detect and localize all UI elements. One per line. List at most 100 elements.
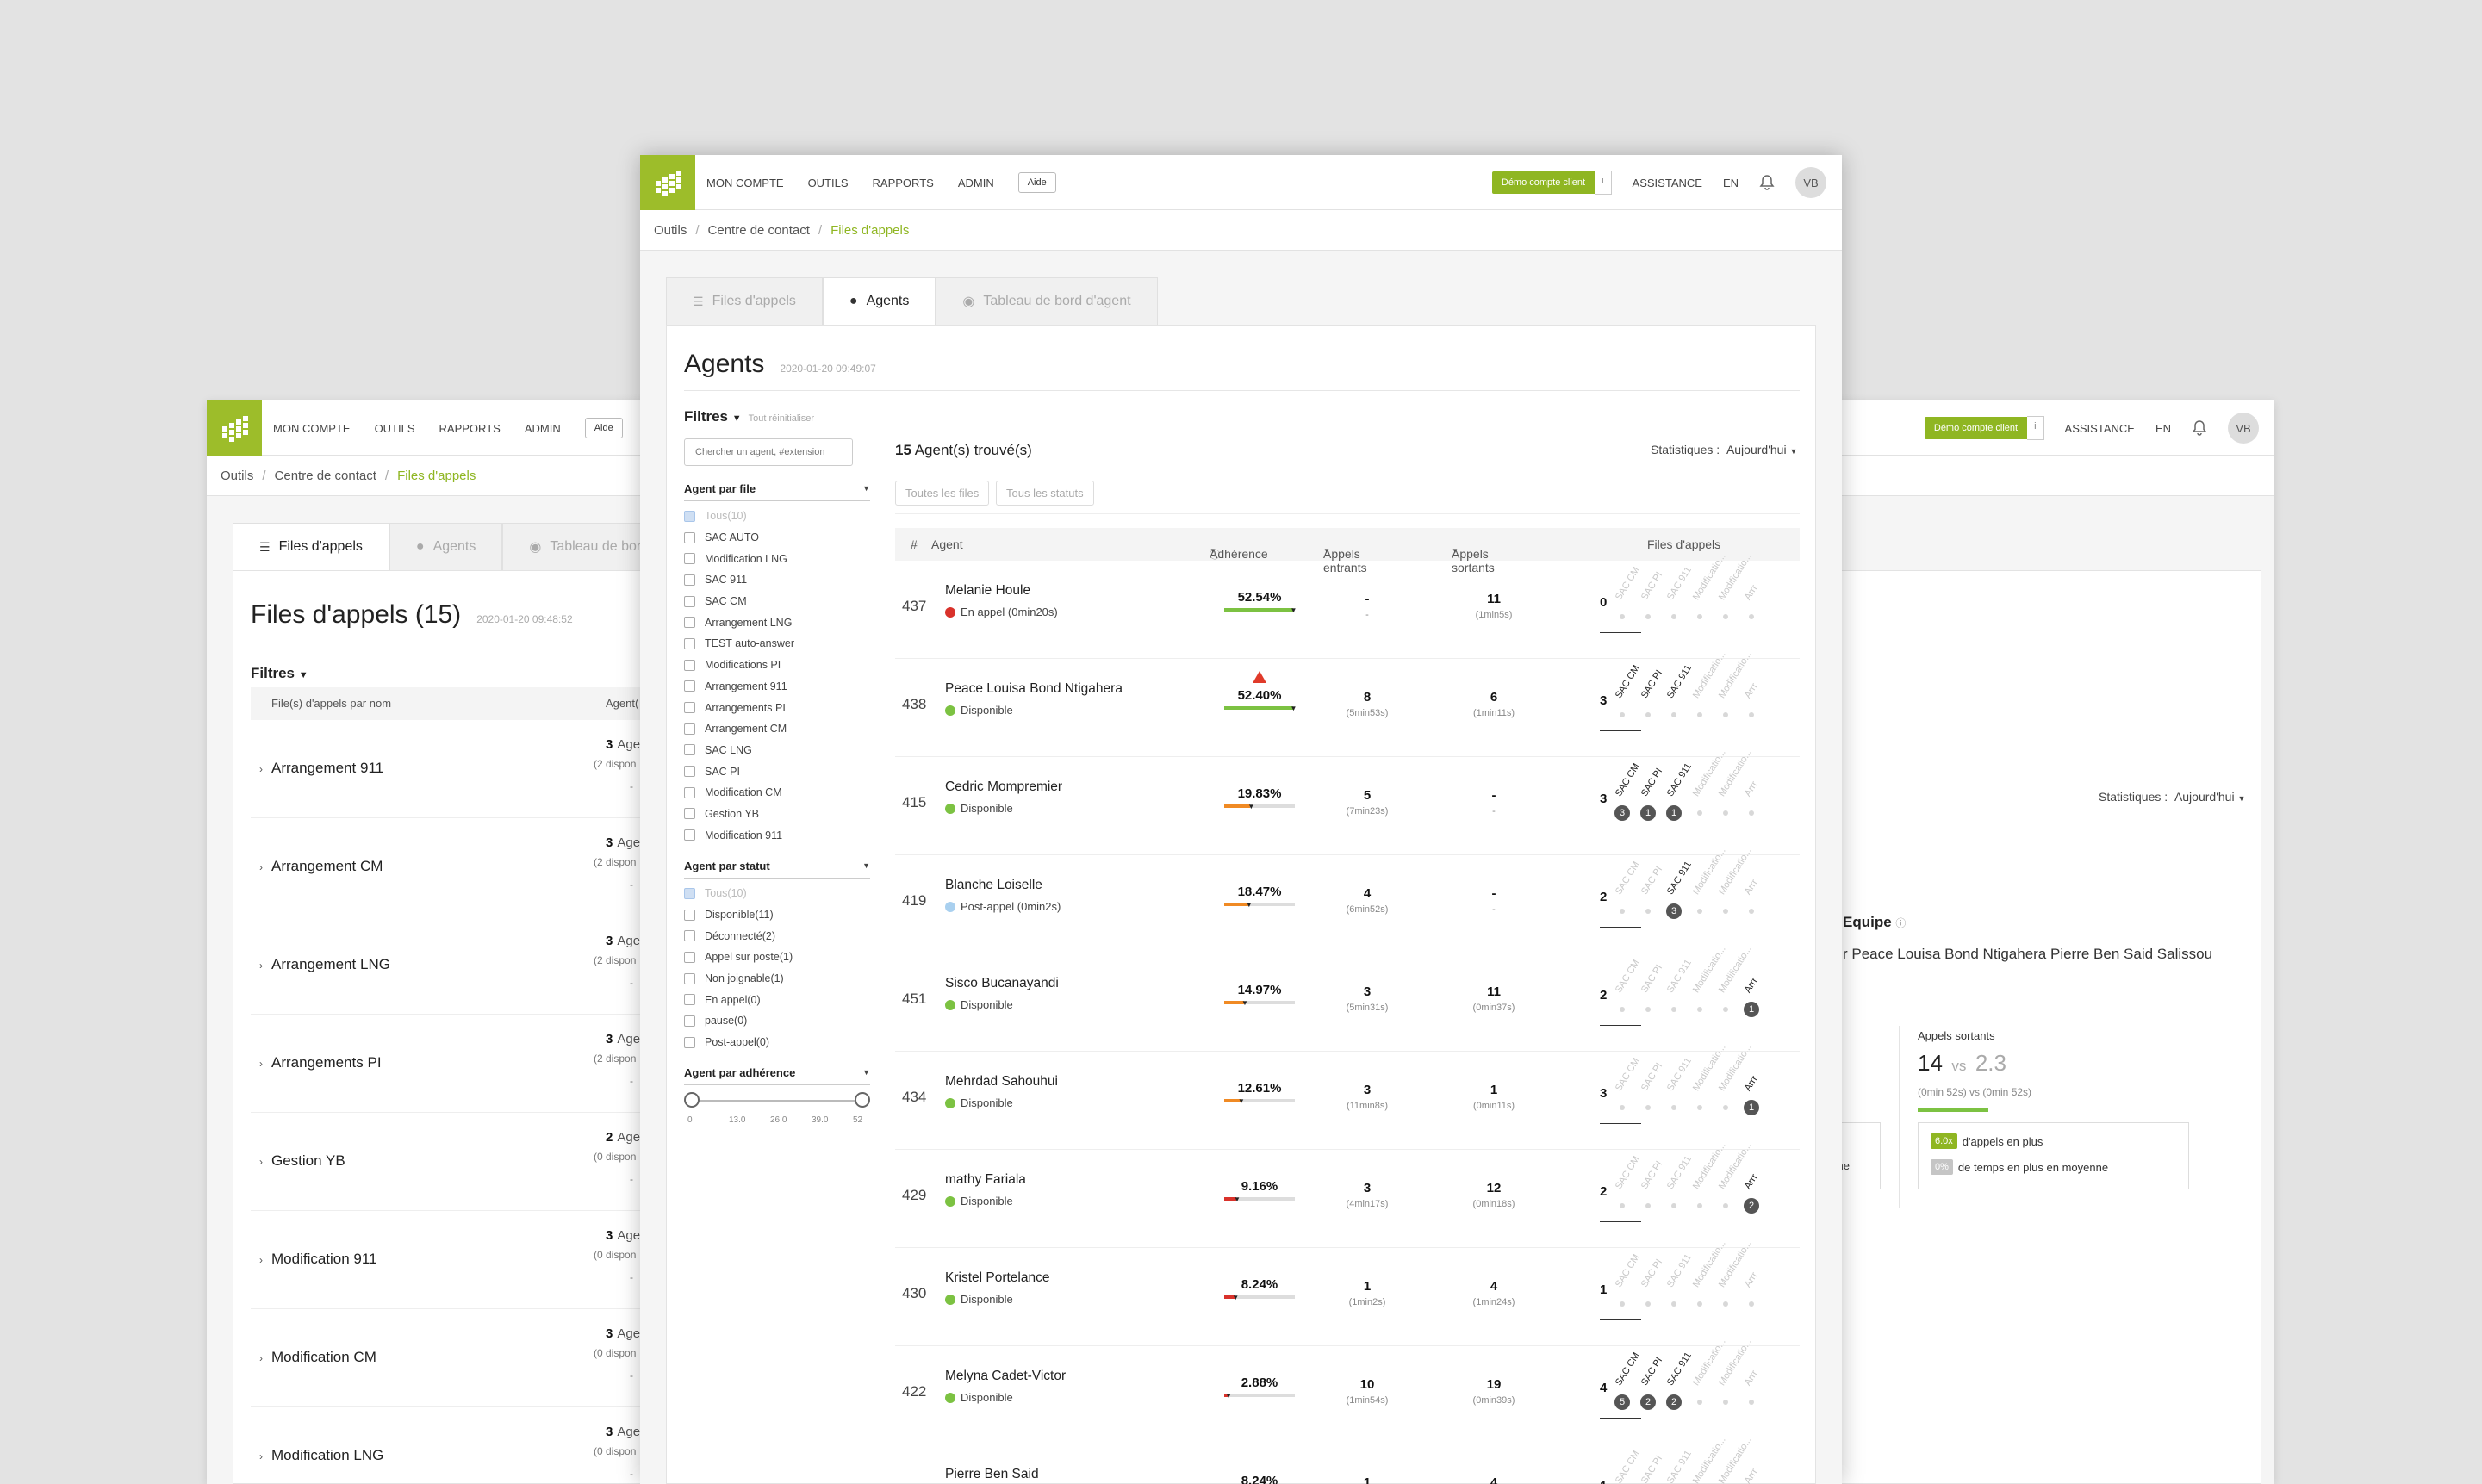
checkbox[interactable] bbox=[684, 531, 695, 543]
breadcrumb-outils[interactable]: Outils bbox=[654, 222, 687, 238]
checkbox[interactable] bbox=[684, 972, 695, 984]
filter-file-option[interactable]: SAC PI bbox=[684, 761, 870, 782]
language-switch[interactable]: EN bbox=[2155, 421, 2171, 435]
breadcrumb-centre[interactable]: Centre de contact bbox=[707, 222, 810, 238]
agent-row[interactable]: 430 Kristel Portelance Disponible 8.24% ▼ 1 (1… bbox=[895, 1239, 1800, 1346]
filter-status-option[interactable]: Tous(10) bbox=[684, 883, 870, 904]
queue-row[interactable]: › Arrangement 911 3 Age (2 dispon - bbox=[251, 720, 656, 818]
filter-file-option[interactable]: SAC CM bbox=[684, 591, 870, 612]
checkbox[interactable] bbox=[684, 766, 695, 778]
filter-status-option[interactable]: Disponible(11) bbox=[684, 904, 870, 926]
queue-row[interactable]: › Arrangement CM 3 Age (2 dispon - bbox=[251, 818, 656, 916]
chevron-right-icon[interactable]: › bbox=[259, 1156, 263, 1168]
filter-status-option[interactable]: Déconnecté(2) bbox=[684, 925, 870, 947]
nav-outils[interactable]: OUTILS bbox=[807, 176, 849, 189]
agent-name[interactable]: Blanche Loiselle bbox=[945, 878, 1042, 892]
filter-file-option[interactable]: SAC AUTO bbox=[684, 527, 870, 549]
nav-admin[interactable]: ADMIN bbox=[524, 421, 561, 435]
queue-row[interactable]: › Gestion YB 2 Age (0 dispon - bbox=[251, 1113, 656, 1211]
tab-agents[interactable]: ● Agents bbox=[822, 277, 936, 326]
checkbox[interactable] bbox=[684, 930, 695, 942]
checkbox[interactable] bbox=[684, 659, 695, 671]
checkbox[interactable] bbox=[684, 951, 695, 963]
tab-files[interactable]: ☰ Files d'appels bbox=[233, 523, 389, 571]
slider-max-handle[interactable] bbox=[855, 1092, 870, 1108]
checkbox[interactable] bbox=[684, 887, 695, 899]
filter-file-option[interactable]: Modification 911 bbox=[684, 824, 870, 846]
chevron-right-icon[interactable]: › bbox=[259, 763, 263, 775]
nav-admin[interactable]: ADMIN bbox=[957, 176, 994, 189]
checkbox[interactable] bbox=[684, 786, 695, 798]
filter-file-option[interactable]: Arrangement 911 bbox=[684, 676, 870, 698]
chevron-right-icon[interactable]: › bbox=[259, 1058, 263, 1070]
queue-row[interactable]: › Modification 911 3 Age (0 dispon - bbox=[251, 1211, 656, 1309]
stats-selector[interactable]: Statistiques : Aujourd'hui ▼ bbox=[1651, 443, 1797, 456]
reset-all-link[interactable]: Tout réinitialiser bbox=[748, 413, 815, 424]
filter-file-option[interactable]: Arrangement CM bbox=[684, 718, 870, 740]
aide-button[interactable]: Aide bbox=[1017, 172, 1056, 193]
chevron-right-icon[interactable]: › bbox=[259, 959, 263, 972]
agent-name[interactable]: Sisco Bucanayandi bbox=[945, 976, 1059, 990]
checkbox[interactable] bbox=[684, 909, 695, 921]
agent-name[interactable]: Kristel Portelance bbox=[945, 1270, 1050, 1285]
nav-rapports[interactable]: RAPPORTS bbox=[872, 176, 934, 189]
agent-name[interactable]: Pierre Ben Said bbox=[945, 1467, 1039, 1481]
info-icon[interactable]: i bbox=[1595, 171, 1612, 195]
checkbox[interactable] bbox=[684, 510, 695, 522]
breadcrumb-outils[interactable]: Outils bbox=[221, 468, 254, 483]
filters-toggle[interactable]: Filtres ▼ Tout réinitialiser bbox=[684, 408, 814, 425]
checkbox[interactable] bbox=[684, 617, 695, 629]
slider-min-handle[interactable] bbox=[684, 1092, 700, 1108]
checkbox[interactable] bbox=[684, 744, 695, 756]
agent-name[interactable]: Peace Louisa Bond Ntigahera bbox=[945, 681, 1123, 696]
demo-account-button[interactable]: Démo compte client i bbox=[1924, 416, 2044, 440]
filter-pill-status[interactable]: Tous les statuts bbox=[996, 481, 1094, 506]
checkbox[interactable] bbox=[684, 994, 695, 1006]
agent-row[interactable]: 419 Blanche Loiselle Post-appel (0min2s) 18… bbox=[895, 846, 1800, 953]
breadcrumb-centre[interactable]: Centre de contact bbox=[274, 468, 376, 483]
agent-name[interactable]: Mehrdad Sahouhui bbox=[945, 1074, 1058, 1089]
chevron-right-icon[interactable]: › bbox=[259, 861, 263, 873]
filter-pill-files[interactable]: Toutes les files bbox=[895, 481, 990, 506]
agent-row[interactable]: 451 Sisco Bucanayandi Disponible 14.97% ▼ 3 (5… bbox=[895, 944, 1800, 1052]
filter-adh-title[interactable]: Agent par adhérence ▼ bbox=[684, 1066, 870, 1085]
app-logo[interactable] bbox=[207, 400, 262, 456]
chevron-right-icon[interactable]: › bbox=[259, 1450, 263, 1462]
checkbox[interactable] bbox=[684, 1015, 695, 1027]
filter-file-option[interactable]: SAC 911 bbox=[684, 569, 870, 591]
filter-file-option[interactable]: Modification CM bbox=[684, 782, 870, 804]
filter-file-option[interactable]: Gestion YB bbox=[684, 804, 870, 825]
adherence-range-slider[interactable]: 0 13.0 26.0 39.0 52 bbox=[684, 1092, 870, 1127]
app-logo[interactable] bbox=[640, 155, 695, 210]
avatar[interactable]: VB bbox=[1795, 167, 1826, 198]
language-switch[interactable]: EN bbox=[1722, 176, 1739, 189]
queue-row[interactable]: › Modification LNG 3 Age (0 dispon - bbox=[251, 1407, 656, 1484]
checkbox[interactable] bbox=[684, 595, 695, 607]
filter-file-option[interactable]: Tous(10) bbox=[684, 506, 870, 527]
queue-row[interactable]: › Arrangement LNG 3 Age (2 dispon - bbox=[251, 916, 656, 1015]
col-queue-name[interactable]: File(s) d'appels par nom bbox=[271, 697, 392, 710]
filter-file-title[interactable]: Agent par file ▼ bbox=[684, 482, 870, 501]
filter-status-option[interactable]: pause(0) bbox=[684, 1010, 870, 1032]
checkbox[interactable] bbox=[684, 702, 695, 714]
bell-icon[interactable] bbox=[1759, 174, 1775, 191]
queue-row[interactable]: › Modification CM 3 Age (0 dispon - bbox=[251, 1309, 656, 1407]
queue-row[interactable]: › Arrangements PI 3 Age (2 dispon - bbox=[251, 1015, 656, 1113]
filter-status-option[interactable]: Non joignable(1) bbox=[684, 968, 870, 990]
agent-row[interactable]: 438 Peace Louisa Bond Ntigahera Disponible… bbox=[895, 649, 1800, 757]
filter-file-option[interactable]: Arrangement LNG bbox=[684, 612, 870, 633]
checkbox[interactable] bbox=[684, 829, 695, 841]
chevron-right-icon[interactable]: › bbox=[259, 1352, 263, 1364]
nav-mon-compte[interactable]: MON COMPTE bbox=[273, 421, 351, 435]
assistance-link[interactable]: ASSISTANCE bbox=[2064, 421, 2135, 435]
filter-file-option[interactable]: Modification LNG bbox=[684, 548, 870, 569]
agent-row[interactable]: 422 Melyna Cadet-Victor Disponible 2.88% ▼ 10… bbox=[895, 1337, 1800, 1444]
checkbox[interactable] bbox=[684, 1036, 695, 1048]
avatar[interactable]: VB bbox=[2228, 413, 2259, 444]
filter-status-option[interactable]: Appel sur poste(1) bbox=[684, 947, 870, 968]
demo-account-button[interactable]: Démo compte client i bbox=[1491, 171, 1612, 195]
aide-button[interactable]: Aide bbox=[584, 418, 623, 438]
checkbox[interactable] bbox=[684, 808, 695, 820]
agent-row[interactable]: 429 mathy Fariala Disponible 9.16% ▼ 3 (4min17… bbox=[895, 1140, 1800, 1248]
filter-status-option[interactable]: En appel(0) bbox=[684, 989, 870, 1010]
